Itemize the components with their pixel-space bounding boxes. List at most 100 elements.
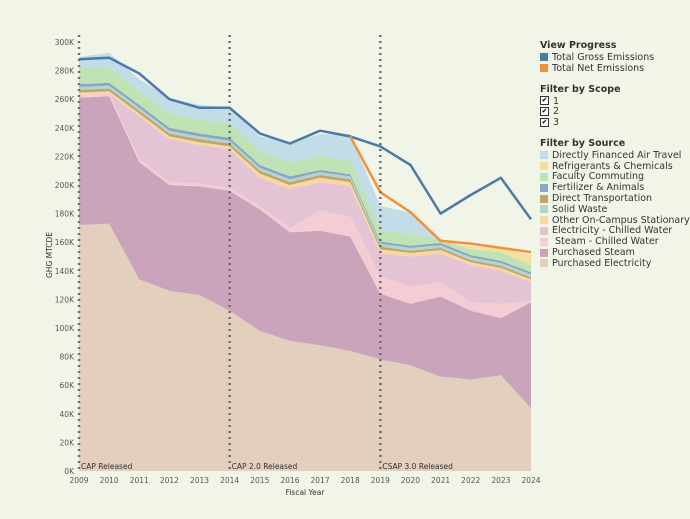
y-tick-label: 220K [55, 152, 75, 161]
progress-item-total-net-emissions[interactable]: Total Net Emissions [540, 63, 688, 74]
y-tick-label: 200K [55, 181, 75, 190]
y-tick-label: 260K [55, 95, 75, 104]
x-axis-label: Fiscal Year [286, 488, 326, 497]
scope-checkbox-2[interactable]: ✔ 2 [540, 106, 688, 117]
x-tick-label: 2013 [190, 476, 209, 485]
x-tick-label: 2018 [341, 476, 360, 485]
source-item-direct-transportation[interactable]: Direct Transportation [540, 193, 688, 204]
legend-swatch [540, 183, 548, 192]
area-faculty-commuting [79, 67, 531, 273]
legend-label: Steam - Chilled Water [552, 236, 659, 248]
marker-label-2019: CSAP 3.0 Released [382, 462, 453, 471]
x-axis: 2009 2010 2011 2012 2013 2014 2015 2016 2017 2018… [69, 476, 540, 485]
legend-label: Other On-Campus Stationary [552, 214, 690, 226]
legend-label: Faculty Commuting [552, 171, 645, 183]
source-item-fertilizer-animals[interactable]: Fertilizer & Animals [540, 182, 688, 193]
legend-swatch [540, 53, 548, 62]
source-filter-group: Filter by Source Directly Financed Air T… [540, 137, 690, 269]
legend-label: Direct Transportation [552, 193, 653, 205]
x-tick-label: 2016 [280, 476, 299, 485]
source-item-purchased-electricity[interactable]: Purchased Electricity [540, 258, 688, 269]
y-tick-label: 40K [60, 410, 76, 419]
source-item-faculty-commuting[interactable]: Faculty Commuting [540, 171, 688, 183]
x-tick-label: 2024 [521, 476, 540, 485]
x-tick-label: 2015 [250, 476, 269, 485]
source-item-purchased-steam[interactable]: Purchased Steam [540, 247, 688, 258]
source-item-steam-chilled-water[interactable]: Steam - Chilled Water [540, 236, 688, 247]
area-purchased-electricity [79, 223, 531, 471]
y-tick-label: 160K [55, 238, 75, 247]
checkbox-icon[interactable]: ✔ [540, 107, 549, 117]
source-item-other-on-campus-stationary[interactable]: Other On-Campus Stationary [540, 214, 690, 226]
scope-filter-title: Filter by Scope [540, 83, 621, 95]
y-tick-label: 80K [60, 353, 76, 362]
legend-swatch [540, 237, 548, 246]
x-tick-label: 2014 [220, 476, 239, 485]
x-tick-label: 2011 [130, 476, 149, 485]
progress-item-total-gross-emissions[interactable]: Total Gross Emissions [540, 52, 688, 63]
marker-label-2014: CAP 2.0 Released [232, 462, 298, 471]
legend-label: Electricity - Chilled Water [552, 225, 673, 237]
y-tick-label: 60K [60, 381, 76, 390]
stacked-areas [79, 52, 531, 471]
y-tick-label: 0K [64, 467, 75, 476]
y-axis: 0K 20K 40K 60K 80K 100K 120K 140K 160K 180K 200K 22… [55, 38, 75, 476]
source-item-solid-waste[interactable]: Solid Waste [540, 204, 688, 215]
area-electricity-chilled-water [79, 93, 531, 304]
x-tick-label: 2022 [461, 476, 480, 485]
x-tick-label: 2012 [160, 476, 179, 485]
legend-swatch [540, 226, 548, 235]
scope-label: 1 [553, 95, 560, 107]
x-tick-label: 2010 [100, 476, 119, 485]
view-progress-title: View Progress [540, 40, 617, 51]
x-tick-label: 2019 [371, 476, 390, 485]
x-tick-label: 2020 [401, 476, 420, 485]
scope-label: 2 [553, 106, 560, 118]
y-tick-label: 240K [55, 124, 75, 133]
y-tick-label: 280K [55, 67, 75, 76]
y-tick-label: 120K [55, 295, 75, 304]
view-progress-group: View Progress Total Gross Emissions Total… [540, 40, 688, 74]
marker-label-2009: CAP Released [81, 462, 133, 471]
legend-label: Purchased Electricity [552, 257, 652, 269]
y-tick-label: 180K [55, 210, 75, 219]
legend-label: Purchased Steam [552, 247, 635, 259]
x-tick-label: 2023 [491, 476, 510, 485]
checkbox-icon[interactable]: ✔ [540, 118, 549, 128]
checkbox-icon[interactable]: ✔ [540, 96, 549, 106]
y-tick-label: 20K [60, 438, 76, 447]
legend-swatch [540, 205, 548, 214]
source-filter-title: Filter by Source [540, 137, 626, 149]
legend-label: Solid Waste [552, 203, 608, 215]
scope-checkbox-1[interactable]: ✔ 1 [540, 96, 688, 107]
y-tick-label: 300K [55, 38, 75, 47]
source-item-refrigerants-chemicals[interactable]: Refrigerants & Chemicals [540, 161, 688, 172]
scope-checkbox-3[interactable]: ✔ 3 [540, 117, 688, 128]
release-markers: CAP Released CAP 2.0 Released CSAP 3.0 Rel… [77, 35, 453, 471]
y-axis-label: GHG MTCDE [45, 232, 54, 278]
legend-swatch [540, 194, 548, 203]
scope-label: 3 [553, 117, 560, 129]
legend-label: Fertilizer & Animals [552, 182, 645, 194]
area-directly-financed-air-travel [79, 52, 531, 256]
legend-label: Directly Financed Air Travel [552, 149, 682, 161]
legend-swatch [540, 64, 548, 73]
source-item-directly-financed-air-travel[interactable]: Directly Financed Air Travel [540, 150, 688, 161]
line-total-gross-emissions [78, 56, 533, 221]
legend-swatch [540, 248, 548, 257]
legend-swatch [540, 151, 548, 160]
legend-panel: View Progress Total Gross Emissions Total… [540, 40, 690, 279]
legend-label: Refrigerants & Chemicals [552, 160, 673, 172]
source-item-electricity-chilled-water[interactable]: Electricity - Chilled Water [540, 225, 688, 237]
scope-filter-group: Filter by Scope ✔ 1 ✔ 2 ✔ 3 [540, 84, 688, 128]
legend-swatch [540, 162, 548, 171]
x-tick-label: 2009 [69, 476, 88, 485]
legend-label: Total Gross Emissions [552, 51, 655, 63]
x-tick-label: 2017 [311, 476, 330, 485]
x-tick-label: 2021 [431, 476, 450, 485]
legend-label: Total Net Emissions [552, 62, 645, 74]
area-purchased-steam [79, 96, 531, 409]
y-tick-label: 100K [55, 324, 75, 333]
y-tick-label: 140K [55, 267, 75, 276]
